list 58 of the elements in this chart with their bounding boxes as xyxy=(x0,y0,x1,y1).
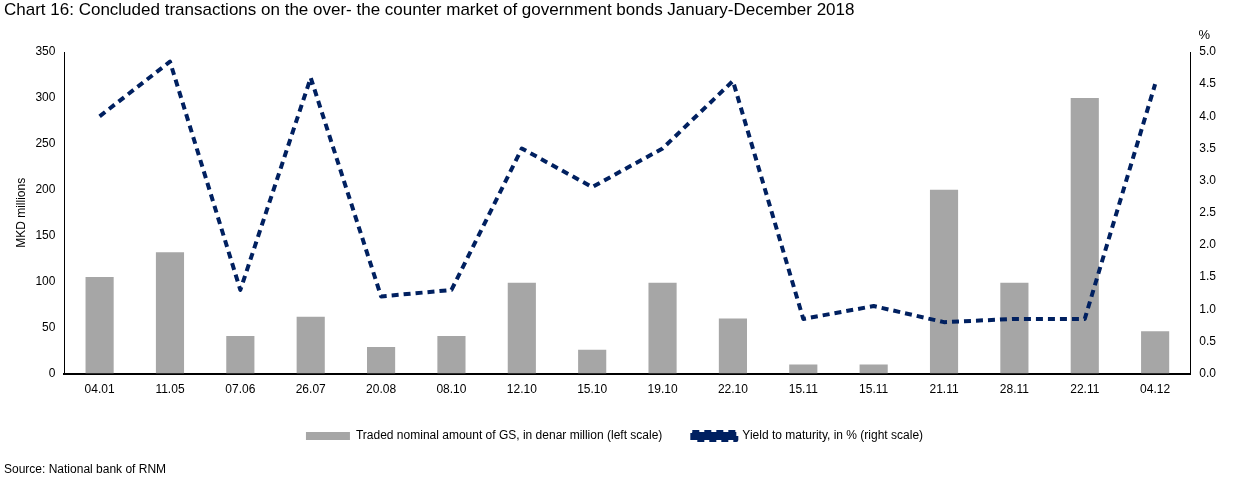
legend-label: Traded nominal amount of GS, in denar million (left scale) xyxy=(355,428,663,443)
y-tick-label: 100 xyxy=(35,274,56,289)
y2-axis-title: % xyxy=(1198,27,1211,43)
y2-tick-label: 1.0 xyxy=(1199,301,1217,316)
bar xyxy=(226,335,255,374)
y2-tick-label: 0.0 xyxy=(1199,365,1217,380)
y2-tick-label: 2.0 xyxy=(1199,237,1217,252)
y2-tick-label: 3.5 xyxy=(1199,140,1217,155)
bar xyxy=(296,316,325,374)
y2-tick-label: 4.5 xyxy=(1199,76,1217,91)
bar xyxy=(1070,97,1099,374)
x-tick-label: 20.08 xyxy=(366,382,397,397)
y2-tick-label: 3.0 xyxy=(1199,172,1217,187)
bar xyxy=(578,349,607,374)
x-tick-label: 04.12 xyxy=(1140,382,1171,397)
line-series xyxy=(97,59,1158,325)
bar xyxy=(155,252,185,374)
bar xyxy=(929,189,959,374)
x-tick-label: 04.01 xyxy=(84,382,115,397)
bar xyxy=(1141,331,1170,374)
legend-label: Yield to maturity, in % (right scale) xyxy=(742,428,924,443)
bar xyxy=(789,364,818,374)
y-tick-label: 0 xyxy=(48,365,56,380)
y2-tick-label: 4.0 xyxy=(1199,108,1217,123)
bar xyxy=(85,277,114,374)
bar xyxy=(859,364,888,374)
source-note: Source: National bank of RNM xyxy=(3,462,168,476)
y-tick-label: 50 xyxy=(42,319,56,334)
x-tick-label: 07.06 xyxy=(225,382,256,397)
x-tick-label: 22.10 xyxy=(717,382,749,397)
chart-title: Chart 16: Concluded transactions on the over- the counter market of government bonds January-December 2018 xyxy=(3,0,856,21)
x-tick-label: 12.10 xyxy=(506,382,538,397)
x-tick-label: 21.11 xyxy=(929,382,959,397)
x-tick-label: 15.11 xyxy=(859,382,889,397)
y2-tick-label: 5.0 xyxy=(1199,44,1217,59)
y-tick-label: 200 xyxy=(35,182,56,197)
bar xyxy=(718,318,747,374)
bar xyxy=(437,335,466,374)
x-tick-label: 26.07 xyxy=(295,382,327,397)
y2-tick-label: 0.5 xyxy=(1199,333,1217,348)
bar xyxy=(367,346,396,374)
y2-tick-label: 1.5 xyxy=(1199,269,1217,284)
x-tick-label: 19.10 xyxy=(647,382,678,397)
y-tick-label: 250 xyxy=(35,136,56,151)
x-tick-label: 28.11 xyxy=(999,382,1030,397)
y-axis-title: MKD millions xyxy=(13,177,28,248)
x-tick-label: 15.11 xyxy=(788,382,819,397)
y-tick-label: 150 xyxy=(35,228,56,243)
y2-tick-label: 2.5 xyxy=(1199,205,1217,220)
bar xyxy=(1000,282,1029,374)
y-tick-label: 350 xyxy=(35,44,56,59)
x-tick-label: 22.11 xyxy=(1070,382,1100,397)
x-tick-label: 11.05 xyxy=(155,382,185,397)
bar xyxy=(648,282,677,374)
x-tick-label: 15.10 xyxy=(577,382,608,397)
y-tick-label: 300 xyxy=(35,90,56,105)
bar xyxy=(507,282,536,374)
x-tick-label: 08.10 xyxy=(436,382,467,397)
